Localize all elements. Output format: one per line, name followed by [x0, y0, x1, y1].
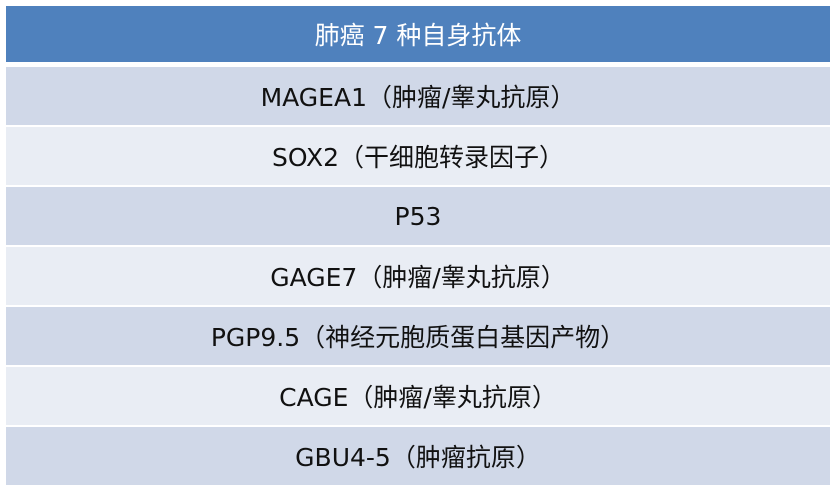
- table-row: MAGEA1（肿瘤/睾丸抗原）: [6, 67, 830, 125]
- antibody-table: 肺癌 7 种自身抗体 MAGEA1（肿瘤/睾丸抗原） SOX2（干细胞转录因子）…: [6, 6, 830, 487]
- table-header: 肺癌 7 种自身抗体: [6, 6, 830, 62]
- table-row: P53: [6, 187, 830, 245]
- table-row: GBU4-5（肿瘤抗原）: [6, 427, 830, 485]
- table-row: PGP9.5（神经元胞质蛋白基因产物）: [6, 307, 830, 365]
- table-row: CAGE（肿瘤/睾丸抗原）: [6, 367, 830, 425]
- table-row: SOX2（干细胞转录因子）: [6, 127, 830, 185]
- table-row: GAGE7（肿瘤/睾丸抗原）: [6, 247, 830, 305]
